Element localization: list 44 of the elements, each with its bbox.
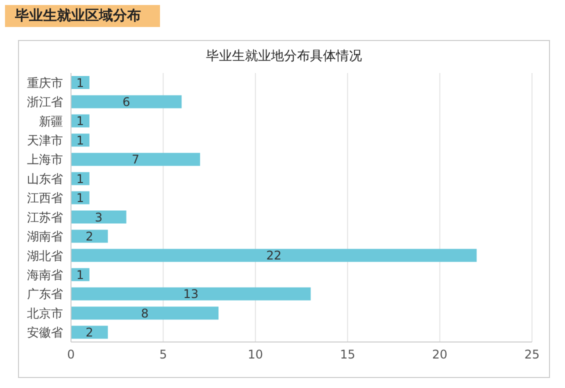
y-tick-label: 天津市	[27, 134, 63, 148]
data-label: 8	[140, 306, 149, 320]
y-tick-label: 江西省	[27, 191, 63, 206]
data-label: 1	[76, 114, 84, 128]
y-tick-label: 山东省	[27, 172, 63, 186]
x-tick-label: 5	[159, 348, 168, 362]
data-label: 22	[266, 248, 282, 263]
x-tick-label: 20	[432, 348, 448, 362]
y-tick-label: 新疆	[39, 114, 63, 128]
bar	[71, 287, 311, 300]
y-tick-label: 上海市	[27, 152, 63, 167]
y-tick-label: 湖南省	[27, 230, 63, 244]
data-label: 3	[94, 210, 102, 224]
y-tick-label: 北京市	[27, 306, 63, 320]
bar	[71, 248, 477, 262]
y-tick-label: 湖北省	[27, 248, 63, 263]
data-label: 7	[132, 152, 140, 167]
chart-title: 毕业生就业区域分布	[5, 5, 160, 27]
x-tick-label: 15	[340, 348, 356, 362]
data-label: 1	[76, 172, 84, 186]
data-label: 1	[76, 76, 84, 90]
y-tick-label: 安徽省	[27, 326, 63, 340]
x-tick-label: 25	[524, 348, 540, 362]
chart-subtitle: 毕业生就业地分布具体情况	[205, 48, 363, 65]
bar	[71, 306, 219, 320]
y-tick-label: 江苏省	[27, 210, 63, 224]
bar	[71, 230, 108, 243]
y-tick-label: 重庆市	[27, 76, 63, 90]
data-label: 1	[76, 133, 84, 148]
data-label: 13	[183, 287, 198, 302]
y-tick-label: 海南省	[27, 268, 63, 282]
x-tick-label: 10	[248, 348, 264, 362]
data-label: 6	[122, 94, 130, 109]
bar	[71, 95, 182, 108]
data-label: 2	[86, 326, 94, 340]
x-tick-label: 0	[67, 348, 75, 362]
bar	[71, 326, 108, 339]
data-label: 2	[86, 229, 94, 244]
y-tick-label: 广东省	[27, 287, 63, 302]
bar	[71, 210, 126, 224]
bar	[71, 152, 200, 166]
data-label: 1	[76, 268, 84, 282]
data-label: 1	[76, 191, 84, 206]
y-tick-label: 浙江省	[27, 95, 63, 110]
